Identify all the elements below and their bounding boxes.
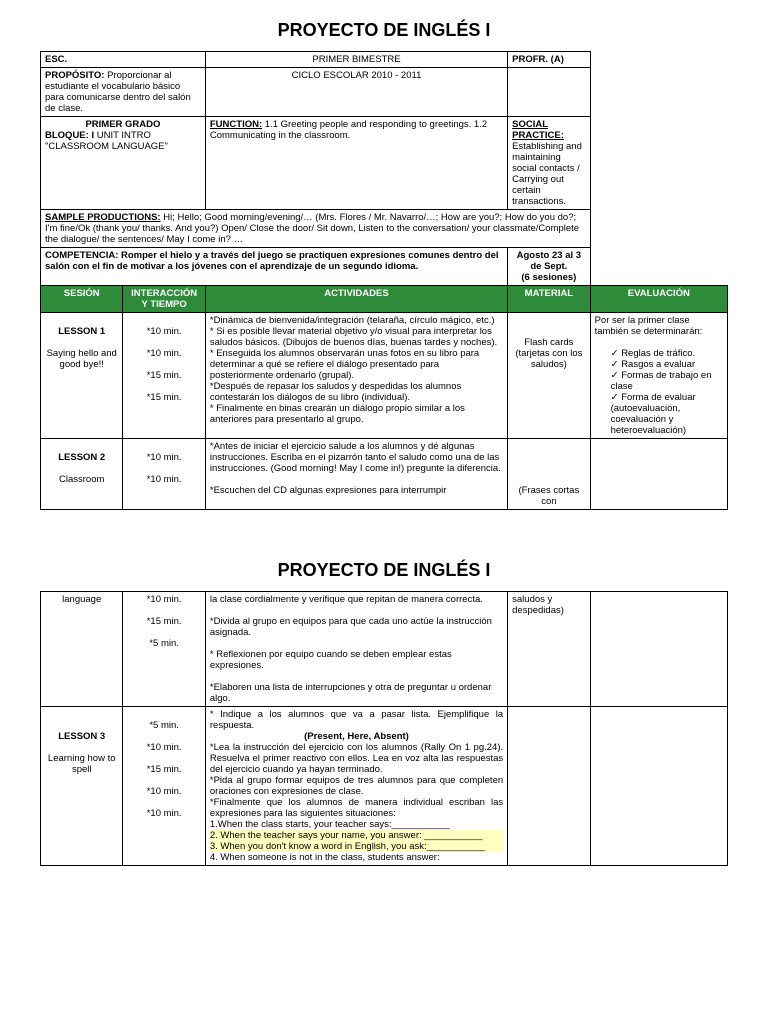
lesson-1-eval: Por ser la primer clase también se deter…	[590, 313, 727, 439]
col-tiempo: INTERACCIÓN Y TIEMPO	[123, 286, 205, 313]
l2c-t0: *10 min.	[127, 594, 200, 605]
fechas-cell: Agosto 23 al 3 de Sept. (6 sesiones)	[508, 248, 590, 286]
page-title-2: PROYECTO DE INGLÉS I	[40, 560, 728, 581]
lesson-2-cont-row: language *10 min. *15 min. *5 min. la cl…	[41, 592, 728, 707]
l3-t2: *15 min.	[127, 764, 200, 775]
proposito-label: PROPÓSITO:	[45, 70, 104, 81]
lesson-1-name: LESSON 1 Saying hello and good bye!!	[41, 313, 123, 439]
lesson-2-name: LESSON 2 Classroom	[41, 439, 123, 510]
l3-sub: Learning how to spell	[45, 753, 118, 775]
l1-ev0: Reglas de tráfico.	[611, 348, 723, 359]
l2c-mat: saludos y despedidas)	[508, 592, 590, 707]
header-table: ESC. PRIMER BIMESTRE PROFR. (A) PROPÓSIT…	[40, 51, 728, 510]
page-title: PROYECTO DE INGLÉS I	[40, 20, 728, 41]
l3-s4: 4. When someone is not in the class, stu…	[210, 852, 503, 863]
l2c-tiempo: *10 min. *15 min. *5 min.	[123, 592, 205, 707]
l3-intro: * Indique a los alumnos que va a pasar l…	[210, 709, 503, 731]
bimestre: PRIMER BIMESTRE	[205, 52, 507, 68]
l1-t2: *15 min.	[127, 370, 200, 381]
l2-title: LESSON 2	[45, 452, 118, 463]
l2c-eval	[590, 592, 727, 707]
l1-t0: *10 min.	[127, 326, 200, 337]
lesson-2-tiempo: *10 min. *10 min.	[123, 439, 205, 510]
bloque-label: BLOQUE: I	[45, 130, 94, 141]
l2-t0: *10 min.	[127, 452, 200, 463]
lesson-2-eval	[590, 439, 727, 510]
l3-t4: *10 min.	[127, 808, 200, 819]
lesson-2-mat: (Frases cortas con	[508, 439, 590, 510]
l3-eval	[590, 707, 727, 866]
lesson-2-row: LESSON 2 Classroom *10 min. *10 min. *An…	[41, 439, 728, 510]
sample-label: SAMPLE PRODUCTIONS:	[45, 212, 161, 223]
social-cell: SOCIAL PRACTICE: Establishing and mainta…	[508, 117, 590, 210]
col-sesion: SESIÓN	[41, 286, 123, 313]
sample-cell: SAMPLE PRODUCTIONS: Hi; Hello; Good morn…	[41, 210, 591, 248]
profr: PROFR. (A)	[508, 52, 590, 68]
l2c-t1: *15 min.	[127, 616, 200, 627]
l3-title: LESSON 3	[45, 731, 118, 742]
lesson-1-act: *Dinámica de bienvenida/integración (tel…	[205, 313, 507, 439]
l2-t1: *10 min.	[127, 474, 200, 485]
l3-s2: 2. When the teacher says your name, you …	[210, 830, 503, 841]
l1-ev1: Rasgos a evaluar	[611, 359, 723, 370]
function-cell: FUNCTION: 1.1 Greeting people and respon…	[205, 117, 507, 210]
l1-ev2: Formas de trabajo en clase	[611, 370, 723, 392]
sesiones: (6 sesiones)	[512, 272, 585, 283]
col-actividades: ACTIVIDADES	[205, 286, 507, 313]
column-headers: SESIÓN INTERACCIÓN Y TIEMPO ACTIVIDADES …	[41, 286, 728, 313]
col-evaluacion: EVALUACIÓN	[590, 286, 727, 313]
l3-s1: 1.When the class starts, your teacher sa…	[210, 819, 503, 830]
competencia-label: COMPETENCIA:	[45, 250, 118, 261]
l1-mat: Flash cards (tarjetas con los saludos)	[515, 337, 582, 370]
proposito-cell: PROPÓSITO: Proporcionar al estudiante el…	[41, 68, 206, 117]
l3-body: *Lea la instrucción del ejercicio con lo…	[210, 742, 503, 819]
l3-t3: *10 min.	[127, 786, 200, 797]
l3-t1: *10 min.	[127, 742, 200, 753]
l3-pha: (Present, Here, Absent)	[210, 731, 503, 742]
l3-mat	[508, 707, 590, 866]
lessons-table-2: language *10 min. *15 min. *5 min. la cl…	[40, 591, 728, 866]
empty-cell	[508, 68, 590, 117]
l1-ev3: Forma de evaluar (autoevaluación, coeval…	[611, 392, 723, 436]
l2c-t2: *5 min.	[127, 638, 200, 649]
lesson-3-tiempo: *5 min. *10 min. *15 min. *10 min. *10 m…	[123, 707, 205, 866]
grado: PRIMER GRADO	[45, 119, 201, 130]
lesson-3-act: * Indique a los alumnos que va a pasar l…	[205, 707, 507, 866]
l3-s3: 3. When you don't know a word in English…	[210, 841, 503, 852]
function-label: FUNCTION:	[210, 119, 262, 130]
bloque-cell: PRIMER GRADO BLOQUE: I UNIT INTRO "CLASS…	[41, 117, 206, 210]
l1-title: LESSON 1	[45, 326, 118, 337]
lesson-3-row: LESSON 3 Learning how to spell *5 min. *…	[41, 707, 728, 866]
l2c-act: la clase cordialmente y verifique que re…	[205, 592, 507, 707]
l2c-name: language	[41, 592, 123, 707]
l3-t0: *5 min.	[127, 720, 200, 731]
social-text: Establishing and maintaining social cont…	[512, 141, 582, 207]
social-label: SOCIAL PRACTICE:	[512, 119, 564, 141]
col-material: MATERIAL	[508, 286, 590, 313]
lesson-1-row: LESSON 1 Saying hello and good bye!! *10…	[41, 313, 728, 439]
fechas: Agosto 23 al 3 de Sept.	[512, 250, 585, 272]
l2-mat: (Frases cortas con	[519, 485, 580, 507]
l1-eval-intro: Por ser la primer clase también se deter…	[595, 315, 723, 337]
lesson-1-mat: Flash cards (tarjetas con los saludos)	[508, 313, 590, 439]
l1-sub: Saying hello and good bye!!	[45, 348, 118, 370]
lesson-2-act: *Antes de iniciar el ejercicio salude a …	[205, 439, 507, 510]
competencia-cell: COMPETENCIA: Romper el hielo y a través …	[41, 248, 508, 286]
l1-t1: *10 min.	[127, 348, 200, 359]
lesson-1-tiempo: *10 min. *10 min. *15 min. *15 min.	[123, 313, 205, 439]
l2-sub: Classroom	[45, 474, 118, 485]
lesson-3-name: LESSON 3 Learning how to spell	[41, 707, 123, 866]
esc-label: ESC.	[41, 52, 206, 68]
ciclo: CICLO ESCOLAR 2010 - 2011	[205, 68, 507, 117]
l1-t3: *15 min.	[127, 392, 200, 403]
